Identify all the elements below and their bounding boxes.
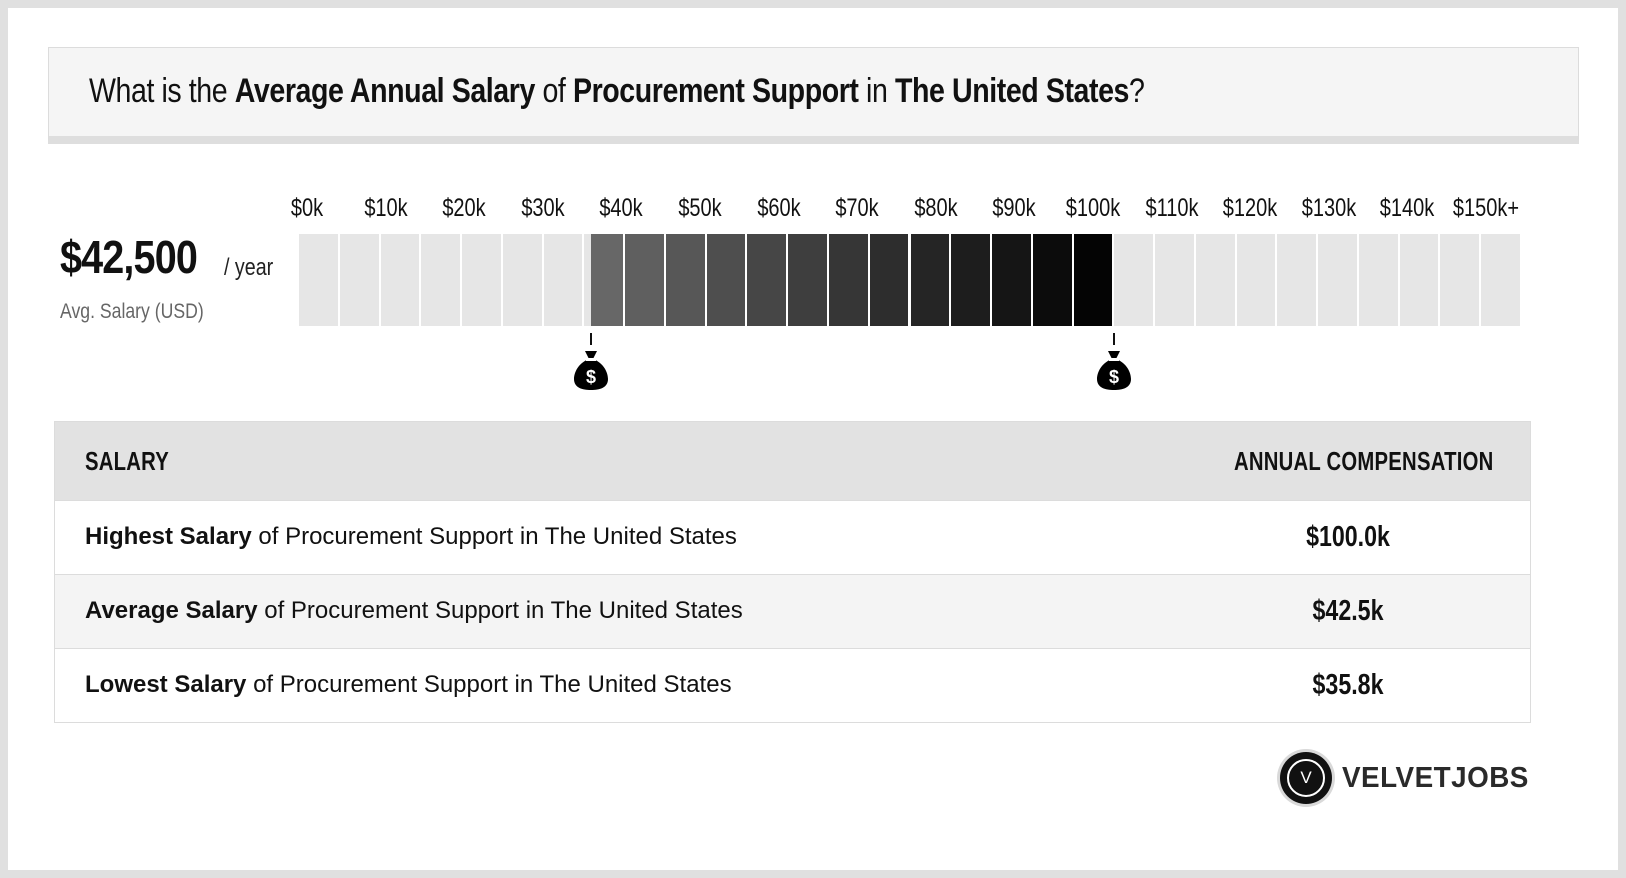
- bar-cell: [1236, 234, 1276, 326]
- svg-text:$: $: [1109, 367, 1119, 387]
- x-tick-label: $90k: [992, 194, 1037, 222]
- brand-name: VELVETJOBS: [1342, 761, 1529, 794]
- row-value: $100.0k: [1306, 521, 1390, 553]
- x-tick-label: $50k: [678, 194, 722, 222]
- bar-cell: [1440, 234, 1480, 326]
- x-tick-label: $40k: [599, 194, 644, 222]
- x-tick-label: $100k: [1065, 194, 1121, 222]
- bar-cell: [869, 234, 909, 326]
- bar-cell: [462, 234, 501, 326]
- row-label-rest: of Procurement Support in The United Sta…: [257, 597, 743, 624]
- row-label: Lowest Salary of Procurement Support in …: [85, 671, 732, 699]
- bar-cell: [584, 234, 591, 326]
- x-tick-label: $60k: [756, 194, 801, 222]
- bar-cell: [1032, 234, 1072, 326]
- title-location: The United States: [894, 72, 1130, 110]
- bar-cell: [1155, 234, 1194, 326]
- row-label-rest: of Procurement Support in The United Sta…: [251, 523, 737, 550]
- header-salary: SALARY: [85, 446, 170, 476]
- row-label: Average Salary of Procurement Support in…: [85, 597, 743, 625]
- bar-cell: [1358, 234, 1398, 326]
- bar-cell: [1318, 234, 1357, 326]
- bar-cell: [1481, 234, 1520, 326]
- marker-line: [589, 333, 592, 345]
- bar-cell: [706, 234, 746, 326]
- bar-cell: [299, 234, 338, 326]
- velvetjobs-logo-icon: V: [1280, 752, 1332, 804]
- x-tick-label: $80k: [914, 194, 958, 222]
- x-tick-label: $70k: [835, 194, 879, 222]
- salary-unit: / year: [224, 254, 274, 281]
- row-label: Highest Salary of Procurement Support in…: [85, 523, 737, 551]
- title-of: of: [534, 72, 573, 110]
- money-bag-icon: $: [1097, 351, 1132, 390]
- x-tick-label: $150k+: [1452, 194, 1520, 222]
- title-metric: Average Annual Salary: [234, 72, 536, 110]
- bar-cell: [665, 234, 705, 326]
- marker-line: [1113, 333, 1116, 345]
- average-salary-amount: $42,500: [60, 231, 198, 283]
- row-value: $35.8k: [1312, 669, 1384, 701]
- bar-cell: [543, 234, 583, 326]
- title-prefix: What is the: [89, 72, 235, 110]
- logo-letter: V: [1287, 759, 1325, 797]
- bar-cell: [339, 234, 379, 326]
- title-job: Procurement Support: [572, 72, 859, 110]
- bar-cell: [380, 234, 420, 326]
- bar-cell: [1114, 234, 1154, 326]
- page-title: What is the Average Annual Salary of Pro…: [89, 72, 1145, 111]
- table-header: SALARY ANNUAL COMPENSATION: [55, 422, 1530, 500]
- header-annual-compensation: ANNUAL COMPENSATION: [1234, 446, 1494, 476]
- table-row: Lowest Salary of Procurement Support in …: [55, 648, 1530, 722]
- x-tick-label: $20k: [442, 194, 486, 222]
- bar-cell: [1277, 234, 1317, 326]
- title-suffix: ?: [1129, 72, 1145, 110]
- bar-cell: [1073, 234, 1113, 326]
- x-tick-label: $30k: [521, 194, 565, 222]
- range-marker: $: [1096, 333, 1132, 391]
- bar-cell: [910, 234, 950, 326]
- bar-cell: [1195, 234, 1235, 326]
- bar-cell: [951, 234, 991, 326]
- bar-cell: [788, 234, 827, 326]
- table-row: Average Salary of Procurement Support in…: [55, 574, 1530, 648]
- title-box: What is the Average Annual Salary of Pro…: [48, 47, 1579, 144]
- money-bag-icon: $: [573, 351, 608, 390]
- bar-cell: [992, 234, 1031, 326]
- x-tick-label: $10k: [363, 194, 408, 222]
- bar-cell: [502, 234, 542, 326]
- bar-cell: [590, 234, 624, 326]
- range-marker: $: [573, 333, 609, 391]
- x-tick-label: $0k: [290, 194, 324, 222]
- x-tick-label: $140k: [1380, 194, 1435, 222]
- row-label-bold: Highest Salary: [85, 523, 252, 550]
- title-in: in: [858, 72, 895, 110]
- row-value: $42.5k: [1312, 595, 1384, 627]
- x-tick-label: $110k: [1145, 194, 1199, 222]
- bar-cell: [625, 234, 664, 326]
- row-label-bold: Lowest Salary: [85, 671, 247, 698]
- bar-cell: [828, 234, 868, 326]
- salary-table: SALARY ANNUAL COMPENSATION Highest Salar…: [54, 421, 1531, 723]
- svg-text:$: $: [586, 367, 596, 387]
- salary-range-bar: [299, 234, 1522, 326]
- bar-cell: [421, 234, 461, 326]
- row-label-bold: Average Salary: [85, 597, 258, 624]
- velvetjobs-brand[interactable]: V VELVETJOBS: [1280, 752, 1537, 804]
- bar-cell: [1399, 234, 1439, 326]
- x-tick-label: $130k: [1301, 194, 1357, 222]
- bar-cell: [747, 234, 787, 326]
- row-label-rest: of Procurement Support in The United Sta…: [246, 671, 732, 698]
- x-tick-label: $120k: [1222, 194, 1278, 222]
- table-row: Highest Salary of Procurement Support in…: [55, 500, 1530, 574]
- salary-caption: Avg. Salary (USD): [60, 300, 204, 323]
- salary-card: What is the Average Annual Salary of Pro…: [8, 8, 1618, 870]
